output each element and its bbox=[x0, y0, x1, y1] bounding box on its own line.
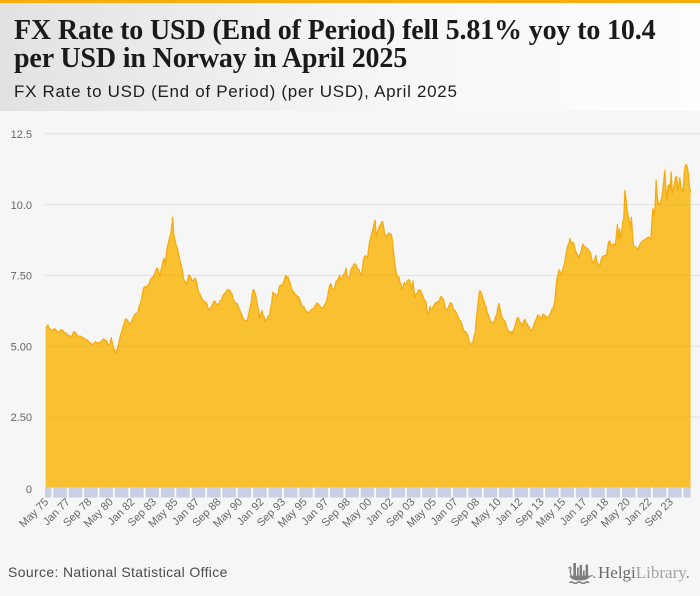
svg-text:5.00: 5.00 bbox=[11, 341, 32, 353]
svg-text:12.5: 12.5 bbox=[11, 129, 32, 141]
svg-text:7.50: 7.50 bbox=[11, 271, 32, 283]
svg-text:0: 0 bbox=[26, 484, 32, 496]
svg-text:10.0: 10.0 bbox=[11, 200, 32, 212]
svg-text:2.50: 2.50 bbox=[11, 412, 32, 424]
